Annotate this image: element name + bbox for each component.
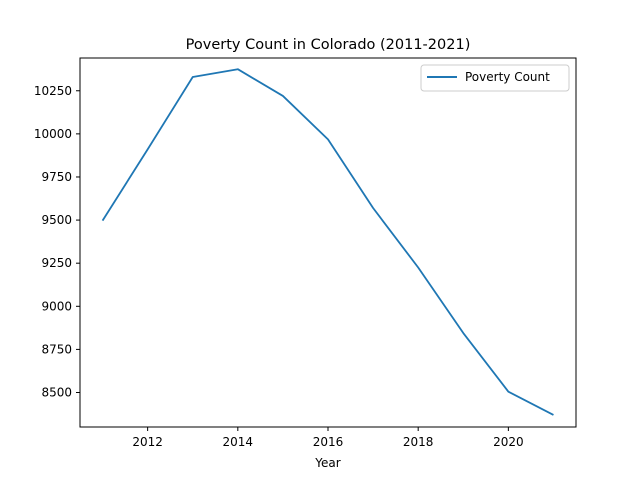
y-tick-label: 9750	[41, 170, 72, 184]
y-tick-label: 9250	[41, 256, 72, 270]
series-layer	[101, 68, 554, 416]
y-tick-label: 10250	[34, 84, 72, 98]
plot-frame	[79, 57, 577, 428]
y-tick-label: 8500	[41, 386, 72, 400]
y-axis: 8500 8750 9000 9250 9500 9750 10000 10250	[34, 84, 80, 400]
x-tick-label: 2018	[403, 435, 434, 449]
x-tick-label: 2016	[313, 435, 344, 449]
legend: Poverty Count	[420, 64, 570, 92]
plot-area	[79, 57, 577, 428]
y-tick-label: 8750	[41, 342, 72, 356]
legend-label: Poverty Count	[465, 70, 550, 84]
series-line	[101, 68, 554, 416]
x-tick-label: 2012	[132, 435, 163, 449]
x-tick-label: 2020	[493, 435, 524, 449]
chart-title: Poverty Count in Colorado (2011-2021)	[186, 37, 471, 53]
x-tick-label: 2014	[223, 435, 254, 449]
legend-box	[420, 64, 570, 92]
y-tick-label: 10000	[34, 127, 72, 141]
y-tick-label: 9000	[41, 299, 72, 313]
x-axis-label: Year	[314, 456, 340, 470]
y-tick-label: 9500	[41, 213, 72, 227]
x-axis: 2012 2014 2016 2018 2020	[132, 427, 524, 449]
